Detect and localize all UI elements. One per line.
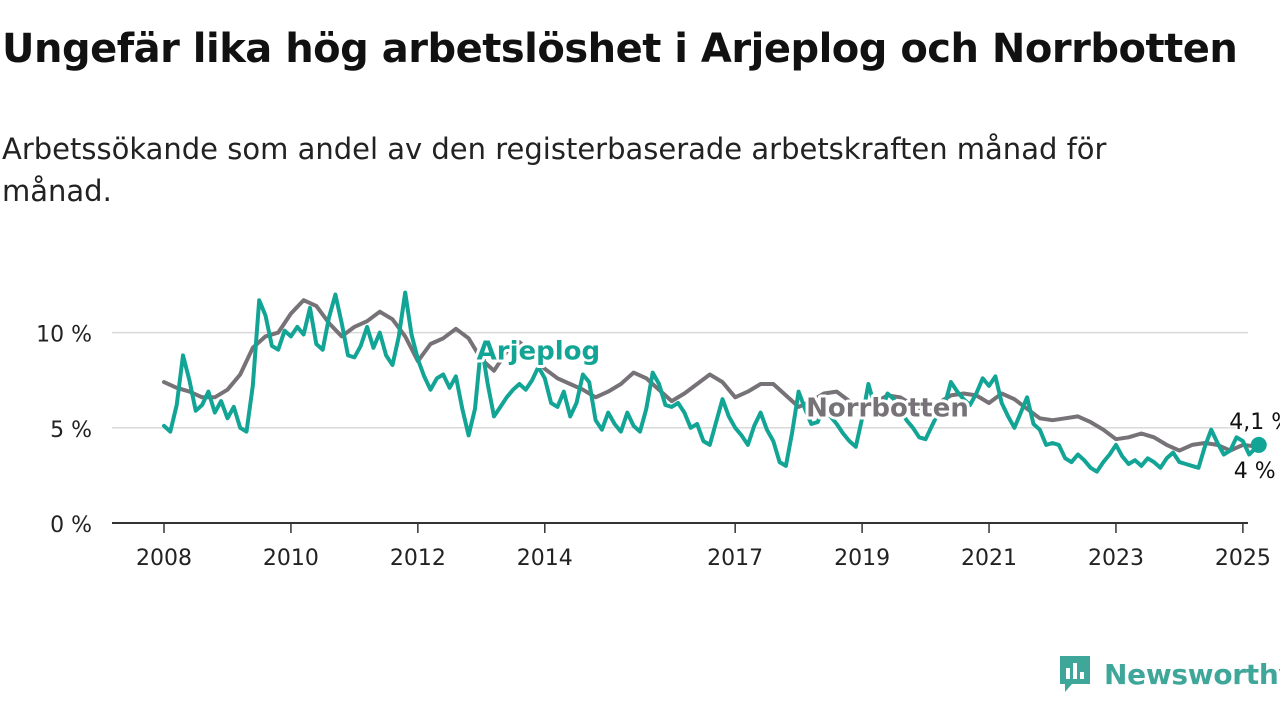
x-axis: 2008 2010 2012 2014 2017 2019 2021 2023 2025 <box>112 522 1271 571</box>
y-tick-label: 0 % <box>50 513 92 538</box>
x-tick-label: 2025 <box>1215 546 1271 571</box>
chart-title: Ungefär lika hög arbetslöshet i Arjeplog… <box>2 26 1238 72</box>
x-tick-label: 2008 <box>136 546 192 571</box>
x-tick-label: 2017 <box>707 546 763 571</box>
y-axis-ticks: 0 % 5 % 10 % <box>36 323 92 538</box>
x-tick-label: 2023 <box>1088 546 1144 571</box>
series-line-norrbotten <box>162 298 1261 453</box>
x-tick-label: 2012 <box>390 546 446 571</box>
grid-lines <box>112 331 1248 429</box>
x-tick-label: 2021 <box>961 546 1017 571</box>
y-tick-label: 5 % <box>50 418 92 443</box>
chart-subtitle: Arbetssökande som andel av den registerb… <box>2 132 1107 208</box>
series-label-norrbotten: Norrbotten <box>806 393 969 423</box>
x-tick-label: 2010 <box>263 546 319 571</box>
series-labels: 4 % 4,1 % Arjeplog Norrbotten <box>474 333 1280 486</box>
end-label-norrbotten: 4 % <box>1234 459 1276 484</box>
y-tick-label: 10 % <box>36 323 92 348</box>
series-line-arjeplog <box>162 290 1261 474</box>
x-tick-label: 2019 <box>834 546 890 571</box>
series-label-arjeplog: Arjeplog <box>477 336 601 366</box>
series-lines <box>162 290 1267 474</box>
end-label-arjeplog: 4,1 % <box>1229 410 1280 435</box>
newsworthy-brand: Newsworthy <box>1058 654 1280 694</box>
brand-name: Newsworthy <box>1104 657 1280 691</box>
newsworthy-logo-icon <box>1060 656 1090 692</box>
x-tick-label: 2014 <box>517 546 573 571</box>
end-marker-arjeplog <box>1250 436 1267 453</box>
